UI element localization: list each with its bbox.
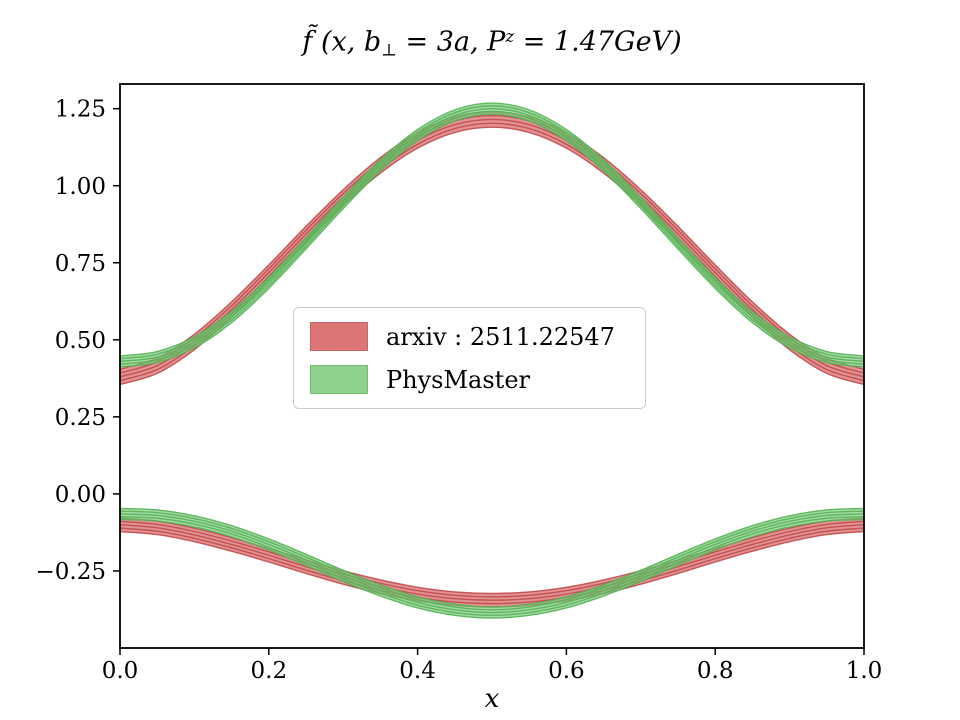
- band-line: [120, 510, 864, 611]
- legend: arxiv : 2511.22547 PhysMaster: [293, 307, 646, 409]
- band-line: [120, 516, 864, 617]
- band-line: [120, 110, 864, 365]
- legend-entry-physmaster: PhysMaster: [310, 365, 615, 394]
- band-line: [120, 513, 864, 614]
- band-line: [120, 114, 864, 374]
- x-ticks: 0.0 0.2 0.4 0.6 0.8 1.0: [102, 648, 883, 684]
- title-close: = 1.47GeV): [514, 26, 682, 58]
- y-tick-label: 0.00: [55, 482, 106, 508]
- plot-frame: [119, 83, 865, 649]
- band-line: [120, 107, 864, 363]
- y-tick-label: 0.50: [55, 328, 106, 354]
- x-tick-label: 1.0: [846, 658, 883, 684]
- series-1: [120, 102, 864, 619]
- band-line: [120, 527, 864, 605]
- title-mid: = 3a, P: [396, 26, 506, 58]
- y-tick-label: −0.25: [36, 559, 106, 585]
- y-ticks: 1.25 1.00 0.75 0.50 0.25 0.00 −0.25: [36, 97, 120, 585]
- chart-title: f̃ (x, b⊥ = 3a, Pz = 1.47GeV): [120, 26, 864, 60]
- band-line: [120, 520, 864, 598]
- band-line: [120, 507, 864, 608]
- legend-patch-0: [310, 322, 368, 351]
- x-axis-label: x: [484, 684, 500, 714]
- x-tick-label: 0.6: [548, 658, 585, 684]
- y-tick-label: 0.75: [55, 251, 106, 277]
- y-tick-label: 0.25: [55, 405, 106, 431]
- legend-patch-1: [310, 365, 368, 394]
- x-tick-label: 0.0: [102, 658, 139, 684]
- y-tick-label: 1.25: [55, 97, 106, 123]
- title-superscript-z: z: [505, 26, 515, 46]
- band-fill: [120, 103, 864, 367]
- x-tick-label: 0.2: [251, 658, 288, 684]
- title-open: (x, b: [320, 26, 382, 58]
- band-line: [120, 524, 864, 601]
- band-line: [120, 118, 864, 378]
- title-subscript-perp: ⊥: [381, 39, 397, 60]
- band-line: [120, 105, 864, 360]
- band-fill: [120, 508, 864, 619]
- legend-label-physmaster: PhysMaster: [386, 365, 530, 394]
- band-line: [120, 518, 864, 619]
- band-line: [120, 113, 864, 368]
- x-tick-label: 0.4: [399, 658, 436, 684]
- title-function: f̃: [302, 26, 321, 58]
- x-tick-label: 0.8: [697, 658, 734, 684]
- y-tick-label: 1.00: [55, 174, 106, 200]
- legend-label-arxiv: arxiv : 2511.22547: [386, 322, 615, 351]
- legend-entry-arxiv: arxiv : 2511.22547: [310, 322, 615, 351]
- band-line: [120, 102, 864, 357]
